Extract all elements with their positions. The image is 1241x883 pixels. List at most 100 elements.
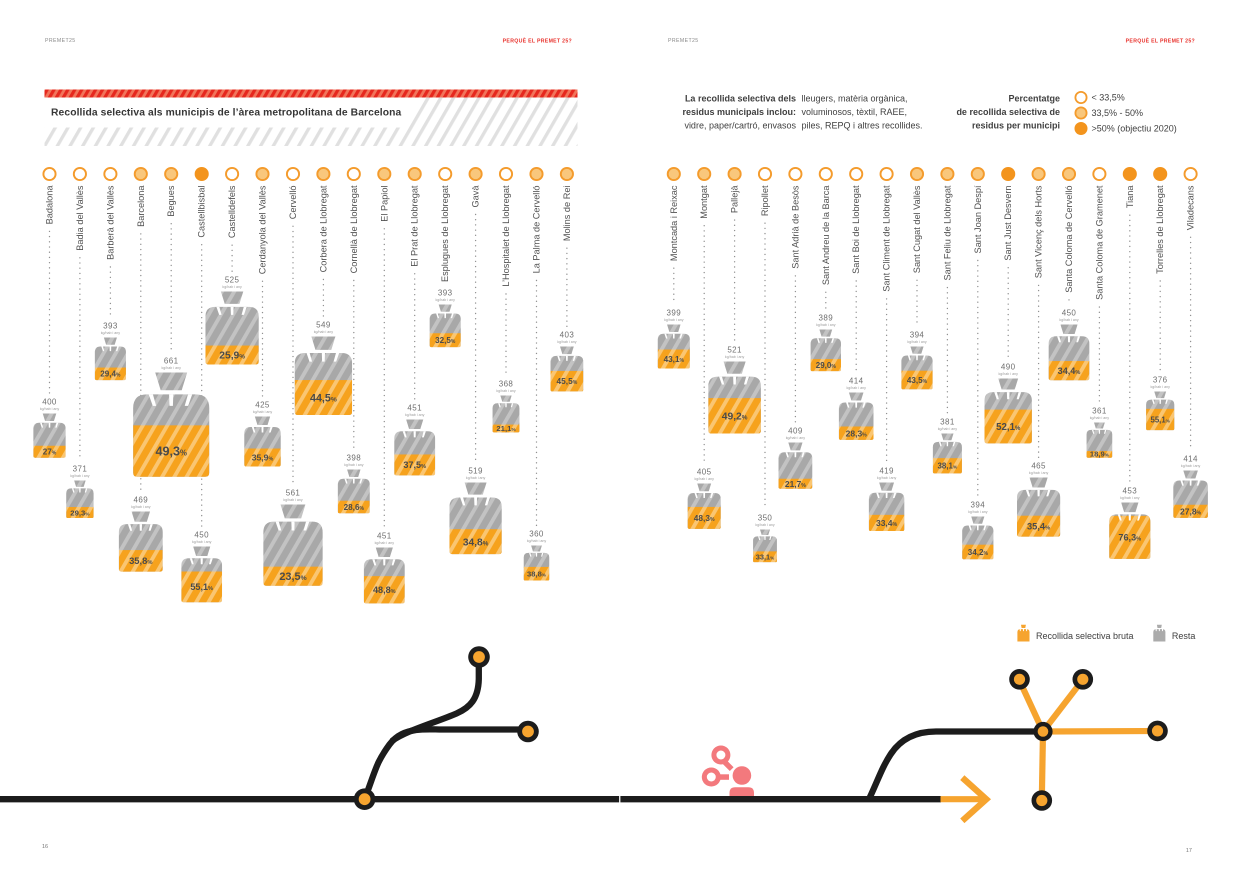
svg-text:419: 419 [879,467,894,476]
svg-text:453: 453 [1123,487,1138,496]
svg-text:PERQUÈ EL PREMET 25?: PERQUÈ EL PREMET 25? [1126,37,1195,45]
svg-text:Barberà del Vallès: Barberà del Vallès [105,185,115,260]
svg-text:kg/hab i any: kg/hab i any [162,366,182,370]
svg-text:Sant Just Desvern: Sant Just Desvern [1003,186,1013,261]
svg-text:Badia del Vallès: Badia del Vallès [75,185,85,251]
svg-text:28,3%: 28,3% [846,428,868,438]
svg-text:Begues: Begues [166,185,176,217]
svg-text:34,8%: 34,8% [463,537,489,548]
svg-text:PREMET25: PREMET25 [668,38,699,44]
svg-text:Viladecans: Viladecans [1186,185,1196,230]
svg-text:kg/hab i any: kg/hab i any [695,477,715,481]
svg-text:kg/hab i any: kg/hab i any [527,539,547,543]
svg-text:voluminosos, tèxtil, RAEE,: voluminosos, tèxtil, RAEE, [802,107,908,117]
svg-text:kg/hab i any: kg/hab i any [968,510,988,514]
svg-text:kg/hab i any: kg/hab i any [101,331,121,335]
svg-text:kg/hab i any: kg/hab i any [131,505,151,509]
svg-text:Montgat: Montgat [699,185,709,219]
svg-text:350: 350 [758,514,773,523]
svg-text:35,4%: 35,4% [1027,522,1050,532]
svg-text:kg/hab i any: kg/hab i any [1181,464,1201,468]
svg-text:389: 389 [819,314,834,323]
svg-text:El Prat de Llobregat: El Prat de Llobregat [410,185,420,267]
svg-text:405: 405 [697,468,712,477]
svg-text:37,5%: 37,5% [403,460,426,470]
svg-text:519: 519 [468,467,483,476]
svg-text:kg/hab i any: kg/hab i any [40,407,60,411]
svg-text:409: 409 [788,427,803,436]
svg-text:lleugers, matèria orgànica,: lleugers, matèria orgànica, [802,94,908,104]
svg-text:de recollida selectiva de: de recollida selectiva de [956,107,1060,117]
svg-text:661: 661 [164,357,179,366]
svg-text:33,5% - 50%: 33,5% - 50% [1092,108,1144,118]
svg-text:400: 400 [42,398,57,407]
svg-text:450: 450 [194,531,209,540]
svg-text:kg/hab i any: kg/hab i any [664,318,684,322]
svg-text:33,1%: 33,1% [756,552,774,561]
svg-text:kg/hab i any: kg/hab i any [192,540,212,544]
svg-text:kg/hab i any: kg/hab i any [466,476,486,480]
svg-text:29,0%: 29,0% [816,361,837,370]
svg-text:Molins de Rei: Molins de Rei [562,186,572,242]
svg-text:residus municipals inclou:: residus municipals inclou: [682,107,796,117]
svg-text:Sant Boi de Llobregat: Sant Boi de Llobregat [851,185,861,274]
svg-text:414: 414 [1183,455,1198,464]
svg-text:Cerdanyola del Vallès: Cerdanyola del Vallès [258,185,268,274]
svg-text:kg/hab i any: kg/hab i any [847,386,867,390]
svg-text:Cornellà de Llobregat: Cornellà de Llobregat [349,185,359,273]
svg-text:49,3%: 49,3% [155,445,187,459]
svg-text:PERQUÈ EL PREMET 25?: PERQUÈ EL PREMET 25? [503,37,572,45]
svg-text:L’Hospitalet de Llobregat: L’Hospitalet de Llobregat [501,185,511,287]
svg-text:35,8%: 35,8% [129,555,152,566]
svg-text:kg/hab i any: kg/hab i any [557,340,577,344]
svg-text:33,4%: 33,4% [876,518,898,528]
svg-text:kg/hab i any: kg/hab i any [344,463,364,467]
svg-text:kg/hab i any: kg/hab i any [1151,385,1171,389]
svg-text:kg/hab i any: kg/hab i any [1090,416,1110,420]
svg-text:< 33,5%: < 33,5% [1092,93,1125,103]
svg-text:Percentatge: Percentatge [1008,94,1060,104]
svg-text:kg/hab i any: kg/hab i any [253,410,273,414]
svg-text:Tiana: Tiana [1125,185,1135,209]
svg-text:kg/hab i any: kg/hab i any [938,427,958,431]
svg-text:Montcada i Reixac: Montcada i Reixac [669,185,679,261]
svg-text:450: 450 [1062,309,1077,318]
svg-text:399: 399 [667,309,682,318]
svg-text:55,1%: 55,1% [1150,415,1170,424]
svg-text:376: 376 [1153,376,1168,385]
svg-text:368: 368 [499,380,514,389]
svg-text:521: 521 [727,346,742,355]
svg-text:kg/hab i any: kg/hab i any [314,330,334,334]
svg-text:393: 393 [103,322,118,331]
svg-text:371: 371 [73,465,88,474]
svg-text:Sant Joan Despí: Sant Joan Despí [973,185,983,253]
svg-text:43,1%: 43,1% [664,355,685,364]
svg-text:piles, REPQ i altres recollide: piles, REPQ i altres recollides. [802,120,923,130]
svg-text:Sant Cugat del Vallès: Sant Cugat del Vallès [912,185,922,273]
svg-text:451: 451 [407,404,422,413]
svg-text:>50% (objectiu 2020): >50% (objectiu 2020) [1092,124,1177,134]
svg-text:465: 465 [1031,462,1046,471]
svg-text:Santa Coloma de Cervelló: Santa Coloma de Cervelló [1064,186,1074,293]
svg-text:Torrelles de Llobregat: Torrelles de Llobregat [1155,185,1165,274]
svg-text:55,1%: 55,1% [190,582,213,592]
svg-text:kg/hab i any: kg/hab i any [907,340,927,344]
svg-text:52,1%: 52,1% [996,422,1021,433]
svg-text:549: 549 [316,321,331,330]
svg-text:48,3%: 48,3% [694,513,715,523]
svg-text:kg/hab i any: kg/hab i any [1059,318,1079,322]
svg-text:Esplugues de Llobregat: Esplugues de Llobregat [440,185,450,282]
svg-text:48,8%: 48,8% [373,585,396,595]
svg-text:393: 393 [438,289,453,298]
svg-text:23,5%: 23,5% [279,571,306,583]
svg-text:Recollida selectiva bruta: Recollida selectiva bruta [1036,631,1134,641]
svg-text:28,6%: 28,6% [344,503,365,512]
svg-text:Sant Andreu de la Barca: Sant Andreu de la Barca [821,185,831,285]
svg-text:kg/hab i any: kg/hab i any [1120,496,1140,500]
svg-text:Cervelló: Cervelló [288,186,298,220]
svg-text:21,7%: 21,7% [785,479,806,489]
svg-text:Castellbisbal: Castellbisbal [197,186,207,238]
svg-text:kg/hab i any: kg/hab i any [786,436,806,440]
svg-text:27,8%: 27,8% [1180,506,1202,516]
svg-text:32,5%: 32,5% [435,336,456,345]
